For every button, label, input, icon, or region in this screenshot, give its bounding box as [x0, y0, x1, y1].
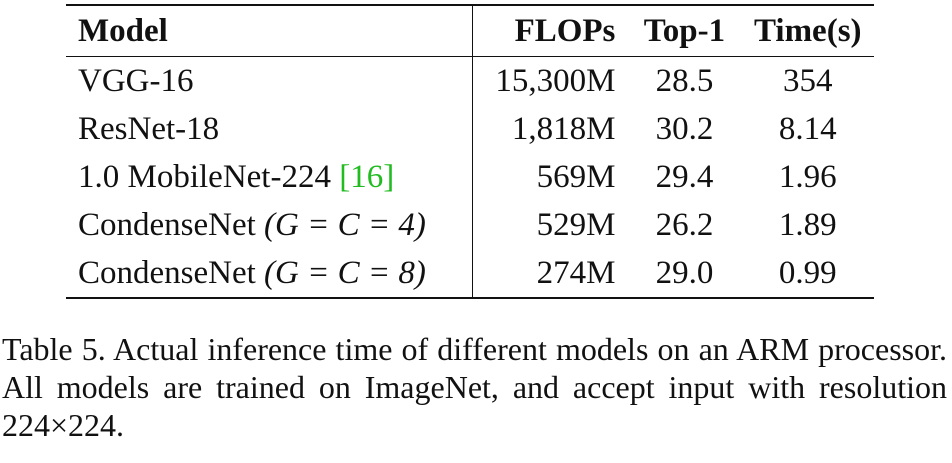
header-flops: FLOPs [514, 13, 616, 49]
header-model: Model [66, 5, 473, 57]
cell-model: CondenseNet (G = C = 8) [66, 249, 473, 298]
cell-time: 1.96 [778, 159, 837, 195]
citation-link[interactable]: [16] [339, 159, 395, 195]
model-params: (G = C = 4) [264, 207, 426, 243]
table-row: CondenseNet (G = C = 4) 529M 26.2 1.89 [66, 201, 874, 249]
inference-time-table: Model FLOPs Top-1 Time(s) VGG-16 15,300M… [66, 4, 874, 299]
results-table-container: Model FLOPs Top-1 Time(s) VGG-16 15,300M… [66, 4, 874, 299]
table-row: ResNet-18 1,818M 30.2 8.14 [66, 105, 874, 153]
cell-time: 8.14 [778, 111, 837, 147]
cell-time: 1.89 [778, 207, 837, 243]
cell-model: CondenseNet (G = C = 4) [66, 201, 473, 249]
cell-top1: 28.5 [655, 63, 714, 99]
cell-top1: 29.0 [655, 255, 714, 291]
cell-flops: 529M [536, 207, 616, 243]
header-top1: Top-1 [643, 13, 726, 49]
cell-flops: 15,300M [495, 63, 616, 99]
table-header-row: Model FLOPs Top-1 Time(s) [66, 5, 874, 57]
model-name: 1.0 MobileNet-224 [78, 159, 331, 195]
cell-model: 1.0 MobileNet-224 [16] [66, 153, 473, 201]
cell-model: VGG-16 [66, 56, 473, 105]
cell-top1: 26.2 [655, 207, 714, 243]
header-time: Time(s) [753, 13, 862, 49]
cell-flops: 569M [536, 159, 616, 195]
cell-time: 354 [783, 63, 833, 99]
model-name: CondenseNet [78, 255, 256, 291]
cell-time: 0.99 [778, 255, 837, 291]
cell-top1: 30.2 [655, 111, 714, 147]
model-params: (G = C = 8) [264, 255, 426, 291]
cell-model: ResNet-18 [66, 105, 473, 153]
model-name: CondenseNet [78, 207, 256, 243]
table-row: 1.0 MobileNet-224 [16] 569M 29.4 1.96 [66, 153, 874, 201]
cell-flops: 274M [536, 255, 616, 291]
table-caption: Table 5. Actual inference time of differ… [2, 331, 947, 443]
table-row: VGG-16 15,300M 28.5 354 [66, 56, 874, 105]
table-row: CondenseNet (G = C = 8) 274M 29.0 0.99 [66, 249, 874, 298]
cell-flops: 1,818M [511, 111, 616, 147]
cell-top1: 29.4 [655, 159, 714, 195]
